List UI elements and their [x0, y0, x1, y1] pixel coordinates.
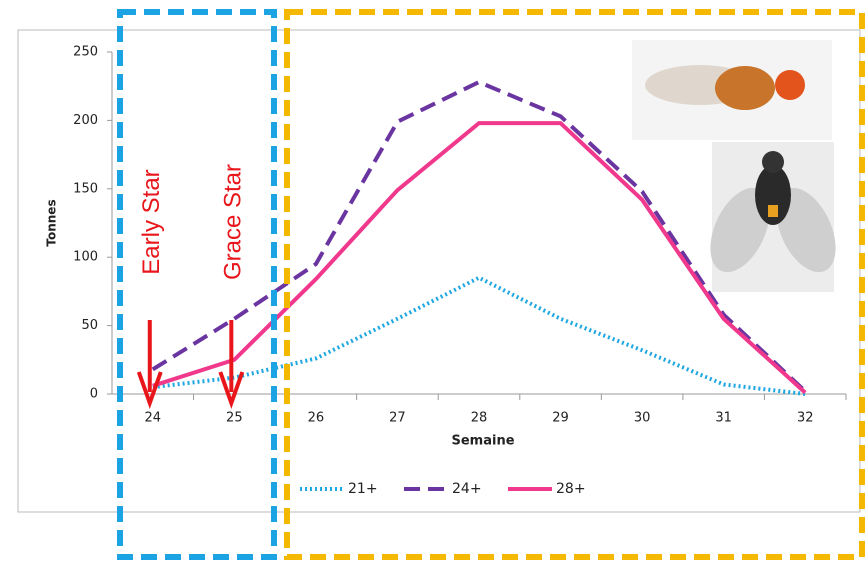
- y-tick-label: 50: [81, 318, 98, 333]
- y-axis-label: Tonnes: [45, 199, 59, 246]
- annotation: Grace Star: [220, 164, 247, 280]
- y-tick-label: 250: [73, 45, 98, 60]
- line-2: [152, 121, 807, 395]
- arrow-head: [218, 371, 245, 409]
- x-tick-label: 29: [552, 411, 569, 426]
- x-tick-label: 27: [389, 411, 406, 426]
- highlight-box-early: [117, 9, 277, 560]
- x-tick-label: 26: [308, 411, 325, 426]
- fly-image-2: [710, 142, 836, 292]
- y-tick-label: 150: [73, 181, 98, 196]
- legend-label: 21+: [348, 481, 378, 497]
- y-tick-label: 0: [90, 387, 98, 402]
- arrow-head: [136, 371, 163, 409]
- x-tick-label: 28: [471, 411, 488, 426]
- legend-label: 24+: [452, 481, 482, 497]
- x-tick-label: 30: [634, 411, 651, 426]
- highlight-box-late: [284, 9, 865, 560]
- fly-image-1: [632, 40, 832, 140]
- y-tick-label: 200: [73, 113, 98, 128]
- line-0: [152, 275, 806, 396]
- annotation: Early Star: [138, 169, 165, 274]
- x-tick-label: 24: [145, 411, 162, 426]
- legend-label: 28+: [556, 481, 586, 497]
- x-tick-label: 25: [226, 411, 243, 426]
- x-tick-label: 31: [715, 411, 732, 426]
- line-1: [151, 79, 807, 393]
- x-axis-label: Semaine: [451, 434, 514, 449]
- x-tick-label: 32: [797, 411, 814, 426]
- y-tick-label: 100: [73, 250, 98, 265]
